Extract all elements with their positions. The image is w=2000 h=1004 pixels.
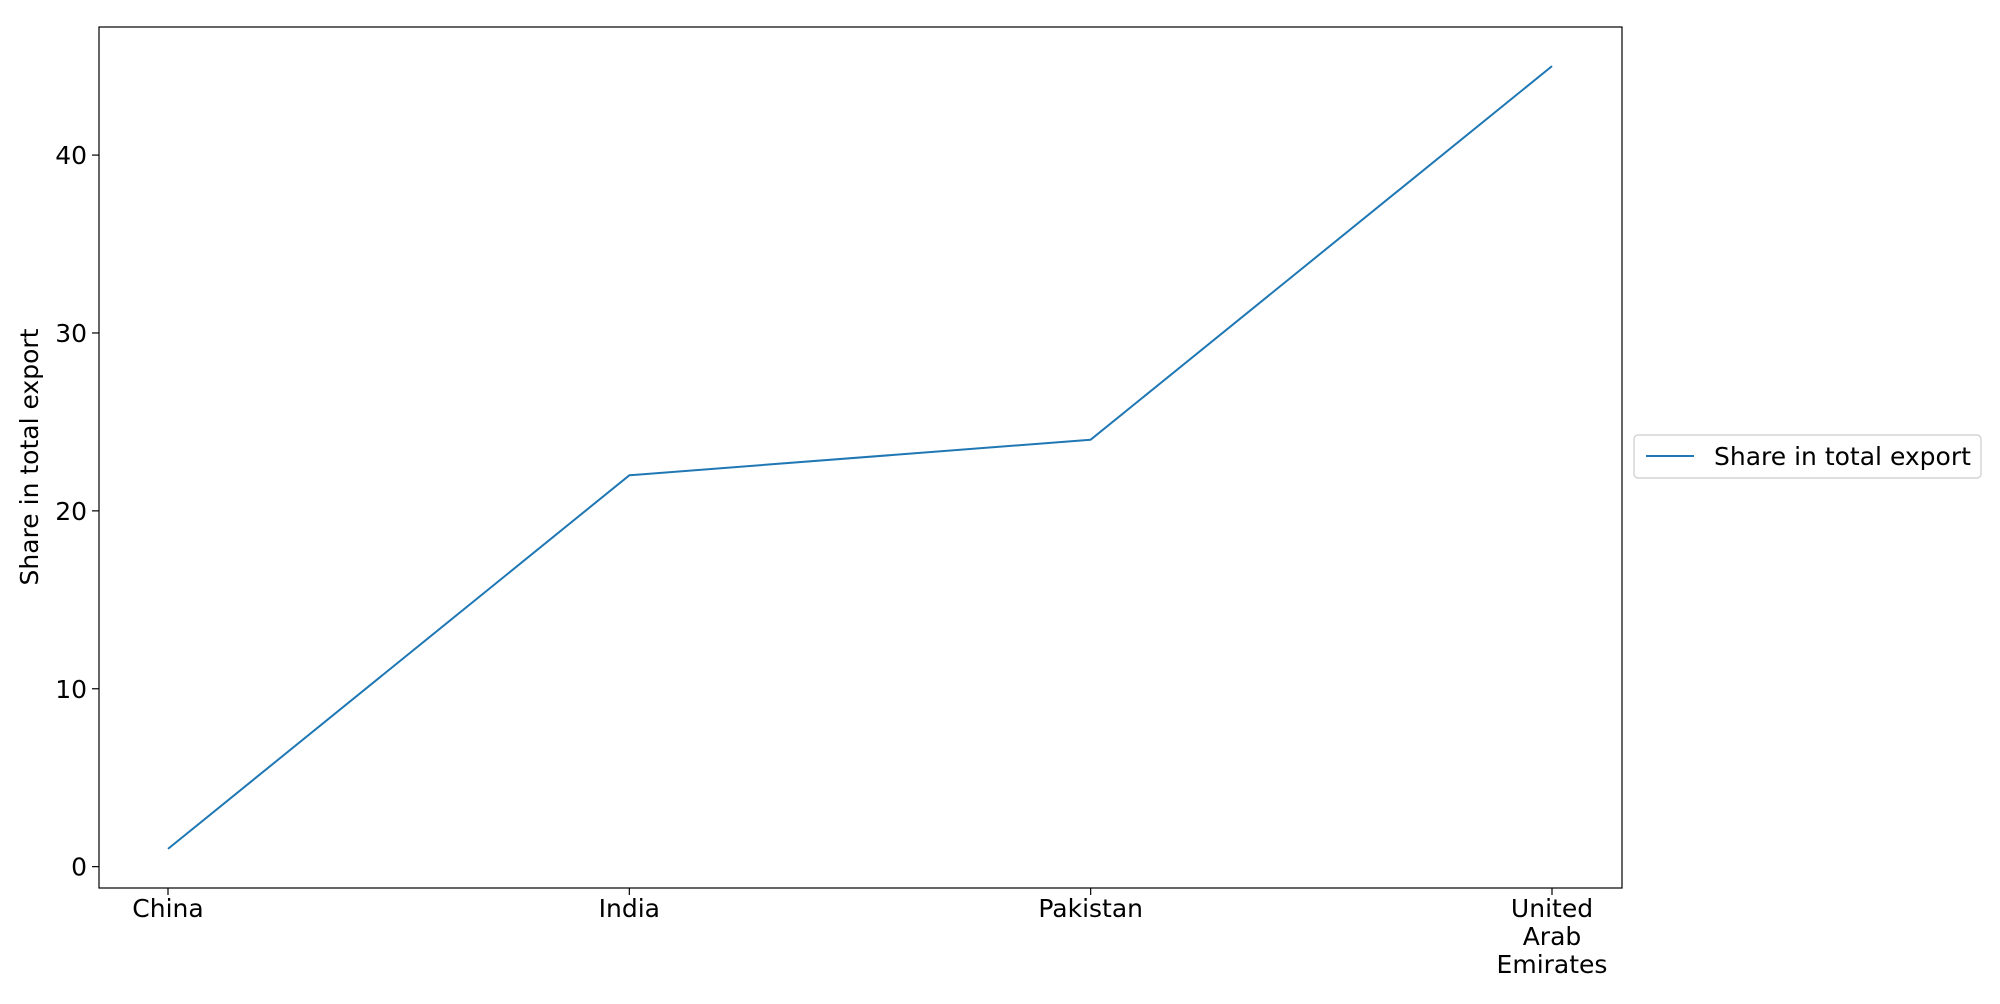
legend: Share in total export: [1634, 435, 1981, 478]
x-tick-label-line: Pakistan: [1038, 894, 1143, 923]
x-tick-label: India: [599, 894, 660, 923]
y-axis-label: Share in total export: [15, 328, 44, 585]
x-tick-label: China: [132, 894, 203, 923]
y-tick-label: 40: [55, 141, 87, 170]
x-tick-label-line: China: [132, 894, 203, 923]
y-tick-label: 0: [71, 853, 87, 882]
x-tick-label: Pakistan: [1038, 894, 1143, 923]
y-tick-label: 10: [55, 675, 87, 704]
x-tick-label-line: India: [599, 894, 660, 923]
y-tick-label: 30: [55, 319, 87, 348]
x-tick-label-line: Emirates: [1497, 950, 1608, 979]
legend-label: Share in total export: [1714, 442, 1971, 471]
x-tick-label-line: United: [1511, 894, 1593, 923]
x-tick-label-line: Arab: [1523, 922, 1582, 951]
y-tick-label: 20: [55, 497, 87, 526]
